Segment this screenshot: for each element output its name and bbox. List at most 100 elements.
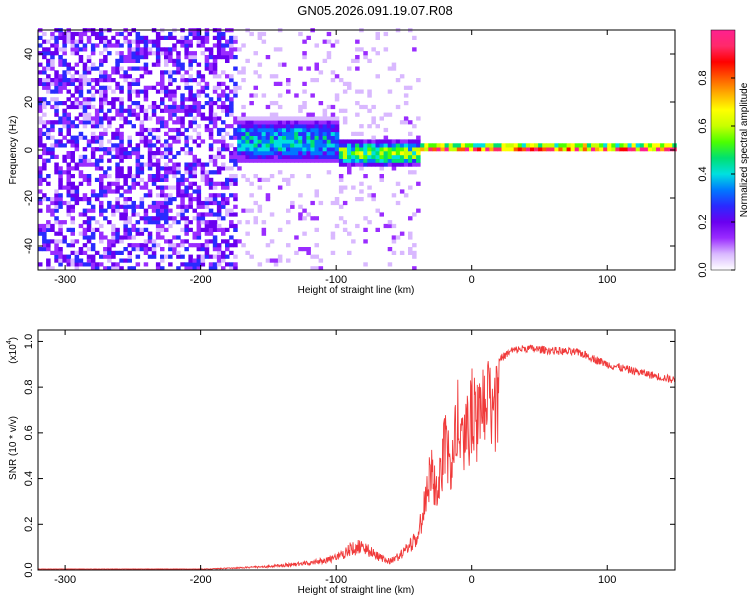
spectrogram-cell xyxy=(647,147,653,152)
spectrogram-cell xyxy=(408,120,413,125)
spectrogram-cell xyxy=(257,131,263,136)
spectrogram-cell xyxy=(94,177,100,182)
snr-x-label: Height of straight line (km) xyxy=(298,585,415,596)
spectrogram-cell xyxy=(249,127,254,133)
spectrogram-cell xyxy=(78,231,84,236)
spectrogram-cell xyxy=(225,39,230,44)
spectrogram-cell xyxy=(78,154,84,159)
spectrogram-cell xyxy=(70,158,75,163)
spectrogram-cell xyxy=(176,70,181,75)
spectrogram-cell xyxy=(249,120,254,125)
spectrogram-cell xyxy=(330,151,336,156)
spectrogram-cell xyxy=(131,89,136,94)
spectrogram-cell xyxy=(200,35,206,40)
spectrogram-cell xyxy=(184,139,189,144)
spectrogram-cell xyxy=(391,62,397,67)
spectrogram-cell xyxy=(318,127,324,133)
spectrogram-cell xyxy=(139,247,145,252)
spectrogram-cell xyxy=(216,51,222,56)
spectrogram-cell xyxy=(196,124,202,129)
spectrogram-cell xyxy=(562,143,567,148)
spectrogram-cell xyxy=(42,231,47,236)
spectrogram-cell xyxy=(82,227,88,232)
spectrogram-cell xyxy=(42,78,47,83)
spectrogram-cell xyxy=(111,239,116,244)
spectrogram-cell xyxy=(172,70,177,75)
spectrogram-cell xyxy=(298,104,303,110)
spectrogram-cell xyxy=(338,189,344,194)
spectrogram-cell xyxy=(172,220,177,225)
spectrogram-cell xyxy=(387,143,393,148)
spectrogram-cell xyxy=(367,193,372,198)
spectrogram-cell xyxy=(277,120,283,125)
spectrogram-cell xyxy=(216,170,222,175)
spectrogram-cell xyxy=(257,158,263,163)
spectrogram-cell xyxy=(123,120,128,125)
spectrogram-cell xyxy=(139,35,145,40)
spectrogram-cell xyxy=(306,120,311,125)
spectrogram-cell xyxy=(282,116,287,121)
spectrogram-cell xyxy=(286,139,291,144)
spectrogram-cell xyxy=(237,135,242,140)
spectrogram-cell xyxy=(363,74,368,79)
spectrogram-cell xyxy=(99,231,104,236)
spectrogram-cell xyxy=(143,243,149,248)
spectrogram-cell xyxy=(290,154,295,159)
spectrogram-cell xyxy=(86,139,92,144)
spectrogram-cell xyxy=(119,151,124,156)
spectrogram-cell xyxy=(212,158,218,163)
spectrogram-cell xyxy=(265,120,271,125)
spectrogram-cell xyxy=(127,254,132,259)
spectrogram-cell xyxy=(46,204,51,209)
spectrogram-cell xyxy=(359,131,364,136)
spectrogram-cell xyxy=(286,208,291,213)
spectrogram-cell xyxy=(546,147,551,152)
spectrogram-cell xyxy=(204,223,210,229)
spectrogram-cell xyxy=(143,93,149,98)
spectrogram-cell xyxy=(444,147,450,152)
spectrogram-cell xyxy=(111,262,116,267)
spectrogram-cell xyxy=(212,70,218,75)
spectrogram-cell xyxy=(90,154,96,159)
spectrogram-cell xyxy=(90,62,96,67)
spectrogram-cell xyxy=(200,78,206,83)
spectrogram-cell xyxy=(383,139,389,144)
spectrogram-cell xyxy=(408,158,413,163)
spectrogram-cell xyxy=(119,212,124,217)
spectrogram-cell xyxy=(204,204,210,209)
spectrogram-cell xyxy=(245,158,250,163)
spectrogram-cell xyxy=(412,47,417,52)
spectrogram-cell xyxy=(54,78,59,83)
spectrogram-cell xyxy=(204,58,210,63)
spectrogram-cell xyxy=(119,85,124,90)
spectrogram-cell xyxy=(208,231,214,236)
spectrogram-cell xyxy=(221,258,226,263)
spectrogram-cell xyxy=(176,151,181,156)
spectrogram-cell xyxy=(330,131,336,136)
spectrogram-cell xyxy=(221,181,226,186)
spectrogram-cell xyxy=(452,143,458,148)
snr-series-line xyxy=(37,344,676,570)
spectrogram-cell xyxy=(221,266,226,271)
spectrogram-cell xyxy=(261,116,267,121)
spectrogram-cell xyxy=(38,108,43,113)
spectrogram-cell xyxy=(257,139,263,144)
spectrogram-cell xyxy=(241,78,246,83)
spectrogram-cell xyxy=(233,197,238,202)
spectrogram-cell xyxy=(135,212,141,217)
spectrogram-cell xyxy=(639,143,645,148)
spectrogram-cell xyxy=(180,62,185,67)
spectrogram-cell xyxy=(58,231,63,236)
spectrogram-cell xyxy=(66,139,71,144)
spectrogram-cell xyxy=(50,200,55,206)
spectrogram-cell xyxy=(245,116,250,121)
spectrogram-cell xyxy=(127,189,132,194)
spectrogram-cell xyxy=(363,147,368,152)
spectrogram-cell xyxy=(164,139,169,144)
spectrogram-cell xyxy=(355,143,360,148)
spectrogram-cell xyxy=(139,108,145,113)
spectrogram-cell xyxy=(127,227,132,232)
spectrogram-cell xyxy=(221,250,226,255)
spectrogram-cell xyxy=(403,162,409,167)
spectrogram-cell xyxy=(257,143,263,148)
